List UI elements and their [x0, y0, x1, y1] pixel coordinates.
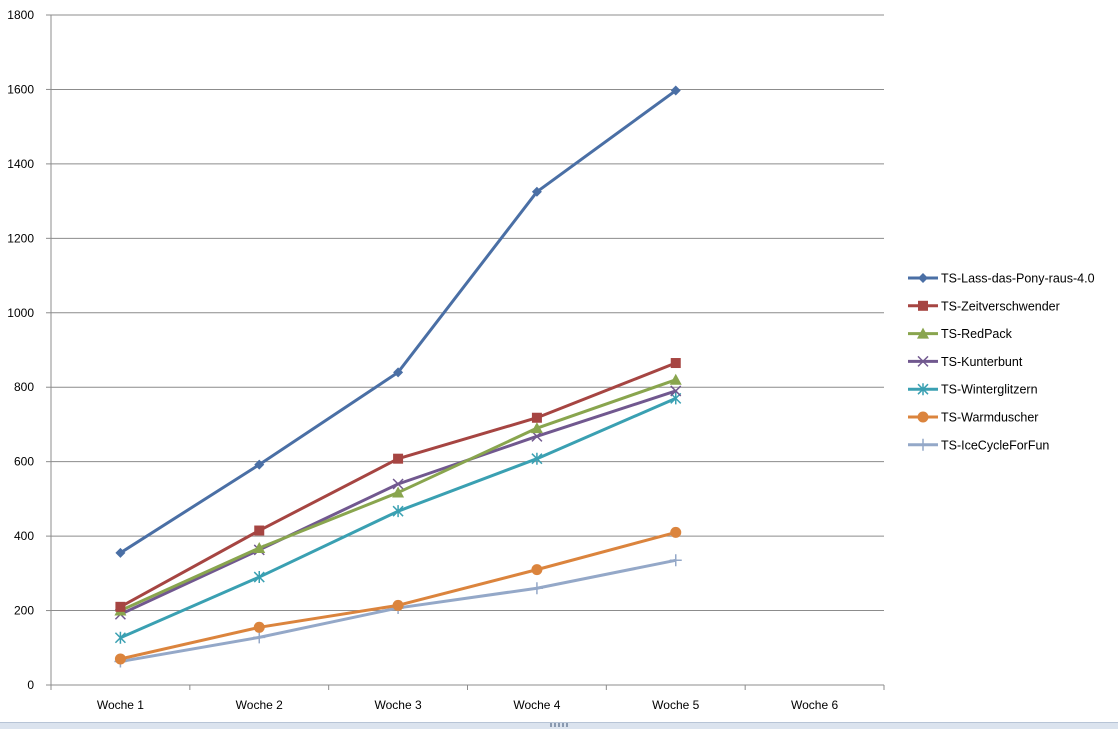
x-tick-label: Woche 2: [236, 698, 283, 712]
data-point-marker: [917, 383, 929, 396]
legend-item: TS-Kunterbunt: [908, 355, 1023, 369]
data-point-marker: [114, 631, 126, 644]
data-point-marker: [530, 582, 543, 595]
legend-label: TS-Warmduscher: [941, 411, 1038, 425]
x-tick-label: Woche 3: [375, 698, 422, 712]
data-point-marker: [669, 554, 682, 567]
data-point-marker: [531, 452, 543, 465]
data-point-marker: [670, 85, 681, 96]
data-point-marker: [253, 571, 265, 584]
data-point-marker: [393, 367, 404, 378]
data-point-marker: [115, 547, 126, 558]
legend-label: TS-RedPack: [941, 327, 1013, 341]
legend-item: TS-Warmduscher: [908, 411, 1038, 425]
data-point-marker: [917, 355, 929, 367]
data-point-marker: [253, 631, 266, 644]
series-line: [120, 530, 677, 661]
series-6: [114, 526, 682, 665]
data-point-marker: [917, 438, 929, 451]
y-tick-label: 1800: [7, 8, 34, 22]
gridlines: [51, 14, 884, 612]
data-point-marker: [253, 621, 265, 633]
x-tick-label: Woche 1: [97, 698, 144, 712]
y-tick-label: 1400: [7, 157, 34, 171]
legend-item: TS-RedPack: [908, 327, 1013, 341]
data-point-marker: [918, 273, 928, 283]
legend-item: TS-Lass-das-Pony-raus-4.0: [908, 272, 1095, 286]
legend-item: TS-Winterglitzern: [908, 383, 1038, 397]
data-point-marker: [392, 505, 404, 518]
y-tick-label: 400: [14, 529, 34, 543]
y-tick-label: 200: [14, 604, 34, 618]
legend-label: TS-Lass-das-Pony-raus-4.0: [941, 272, 1095, 286]
x-tick-label: Woche 6: [791, 698, 838, 712]
data-point-marker: [392, 486, 405, 498]
y-tick-label: 0: [27, 678, 34, 692]
data-point-marker: [917, 411, 929, 423]
data-point-marker: [531, 186, 542, 197]
legend-label: TS-Kunterbunt: [941, 355, 1023, 369]
data-point-marker: [670, 526, 682, 538]
x-tick-label: Woche 5: [652, 698, 699, 712]
data-point-marker: [670, 358, 681, 369]
resize-grip-icon[interactable]: [550, 723, 568, 727]
legend-label: TS-IceCycleForFun: [941, 438, 1049, 452]
data-point-marker: [531, 564, 543, 576]
data-point-marker: [114, 653, 126, 665]
series-2: [115, 358, 681, 612]
legend-item: TS-IceCycleForFun: [908, 438, 1049, 452]
data-point-marker: [918, 300, 928, 311]
y-tick-label: 1600: [7, 82, 34, 96]
x-tick-label: Woche 4: [513, 698, 560, 712]
data-point-marker: [254, 525, 265, 536]
data-point-marker: [917, 327, 929, 339]
legend: TS-Lass-das-Pony-raus-4.0 TS-Zeitverschwe…: [908, 272, 1095, 452]
data-point-marker: [670, 385, 682, 397]
data-point-marker: [253, 542, 266, 554]
series-1: [115, 85, 681, 558]
data-point-marker: [115, 601, 126, 612]
data-point-marker: [393, 453, 404, 464]
axes: 0 200 400 600 800 1000 1200 1400 1600 1800 Woche 1…: [7, 8, 885, 712]
y-tick-label: 800: [14, 380, 34, 394]
y-tick-label: 1000: [7, 306, 34, 320]
legend-item: TS-Zeitverschwender: [908, 299, 1060, 313]
legend-label: TS-Zeitverschwender: [941, 299, 1060, 313]
data-point-marker: [254, 459, 265, 470]
data-point-marker: [530, 422, 543, 434]
series-lines: [114, 85, 682, 668]
data-point-marker: [392, 599, 404, 611]
data-point-marker: [669, 373, 682, 385]
data-point-marker: [531, 412, 542, 423]
legend-label: TS-Winterglitzern: [941, 383, 1038, 397]
y-tick-label: 600: [14, 455, 34, 469]
series-line: [119, 389, 677, 616]
data-point-marker: [392, 478, 404, 490]
series-3: [114, 373, 682, 616]
y-tick-label: 1200: [7, 231, 34, 245]
